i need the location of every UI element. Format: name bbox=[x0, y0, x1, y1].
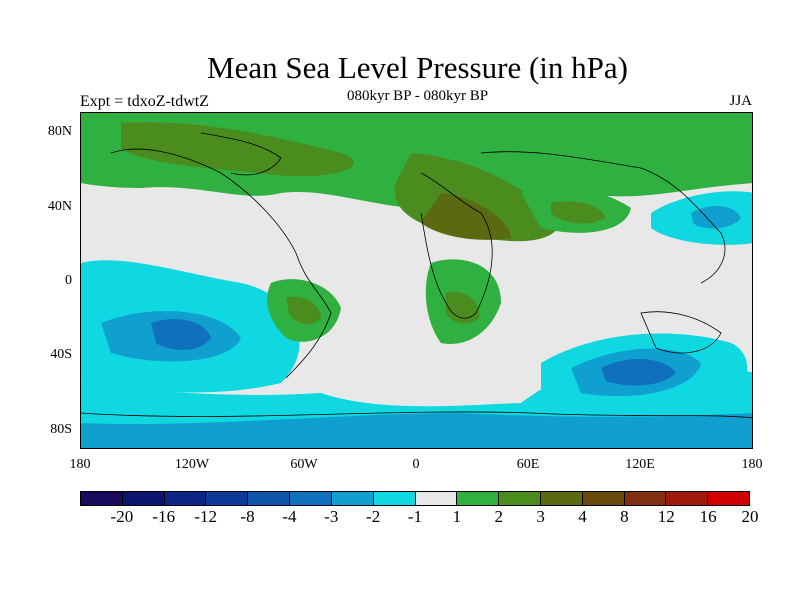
colorbar-label: 3 bbox=[536, 507, 545, 526]
lat-label-80n: 80N bbox=[47, 124, 72, 139]
colorbar-label: -3 bbox=[324, 507, 339, 526]
subtitle: 080kyr BP - 080kyr BP bbox=[346, 88, 489, 104]
lat-label-0: 0 bbox=[65, 273, 72, 288]
lon-label-60w: 60W bbox=[290, 457, 318, 472]
south-indian-core bbox=[601, 358, 676, 386]
colorbar-label: 4 bbox=[578, 507, 587, 526]
antarctic-blue bbox=[81, 413, 752, 448]
africa-olive bbox=[446, 291, 480, 324]
colorbar-label: -16 bbox=[152, 507, 176, 526]
arctic-olive bbox=[121, 122, 354, 177]
colorbar-swatch bbox=[290, 492, 332, 505]
experiment-label: Expt = tdxoZ-tdwtZ bbox=[80, 93, 210, 110]
colorbar-swatch bbox=[624, 492, 667, 505]
lon-label-60e: 60E bbox=[516, 457, 540, 472]
colorbar-swatch bbox=[81, 492, 123, 505]
colorbar-swatch bbox=[206, 492, 249, 505]
colorbar-swatch bbox=[248, 492, 291, 505]
colorbar-swatch bbox=[540, 492, 583, 505]
colorbar-swatch bbox=[373, 492, 416, 505]
lat-label-40s: 40S bbox=[50, 347, 72, 362]
colorbar-swatch bbox=[499, 492, 541, 505]
colorbar-label: 1 bbox=[452, 507, 462, 526]
colorbar-swatch bbox=[666, 492, 709, 505]
map-svg bbox=[81, 113, 752, 448]
colorbar-label: -2 bbox=[366, 507, 381, 526]
colorbar-label: 16 bbox=[699, 507, 717, 526]
colorbar-label: -4 bbox=[282, 507, 297, 526]
lat-label-40n: 40N bbox=[47, 199, 72, 214]
lon-label-120e: 120E bbox=[625, 457, 655, 472]
lat-label-80s: 80S bbox=[50, 422, 72, 437]
lon-label-180w: 180 bbox=[69, 457, 91, 472]
colorbar bbox=[80, 491, 750, 506]
lon-label-0: 0 bbox=[412, 457, 420, 472]
colorbar-swatch bbox=[457, 492, 500, 505]
nw-pacific-blue bbox=[691, 205, 741, 229]
colorbar-swatch bbox=[164, 492, 207, 505]
colorbar-label: 12 bbox=[657, 507, 675, 526]
page-title: Mean Sea Level Pressure (in hPa) bbox=[207, 50, 628, 85]
colorbar-swatch bbox=[331, 492, 374, 505]
asia-olive bbox=[551, 201, 606, 224]
coastlines bbox=[81, 132, 752, 419]
south-america-olive bbox=[286, 296, 321, 325]
colorbar-label: -1 bbox=[407, 507, 423, 526]
colorbar-swatch bbox=[708, 492, 749, 505]
colorbar-swatch bbox=[415, 492, 458, 505]
colorbar-label: -12 bbox=[194, 507, 217, 526]
colorbar-swatch bbox=[122, 492, 165, 505]
colorbar-label: 20 bbox=[741, 507, 759, 526]
season-label: JJA bbox=[729, 93, 752, 109]
colorbar-label: -20 bbox=[110, 507, 134, 526]
colorbar-label: -8 bbox=[240, 507, 255, 526]
south-pacific-core bbox=[151, 318, 211, 350]
lon-label-120w: 120W bbox=[174, 457, 210, 472]
map-plot bbox=[80, 112, 753, 449]
colorbar-swatch bbox=[582, 492, 625, 505]
lon-label-180e: 180 bbox=[741, 457, 763, 472]
colorbar-label: 8 bbox=[620, 507, 629, 526]
colorbar-label: 2 bbox=[494, 507, 504, 526]
